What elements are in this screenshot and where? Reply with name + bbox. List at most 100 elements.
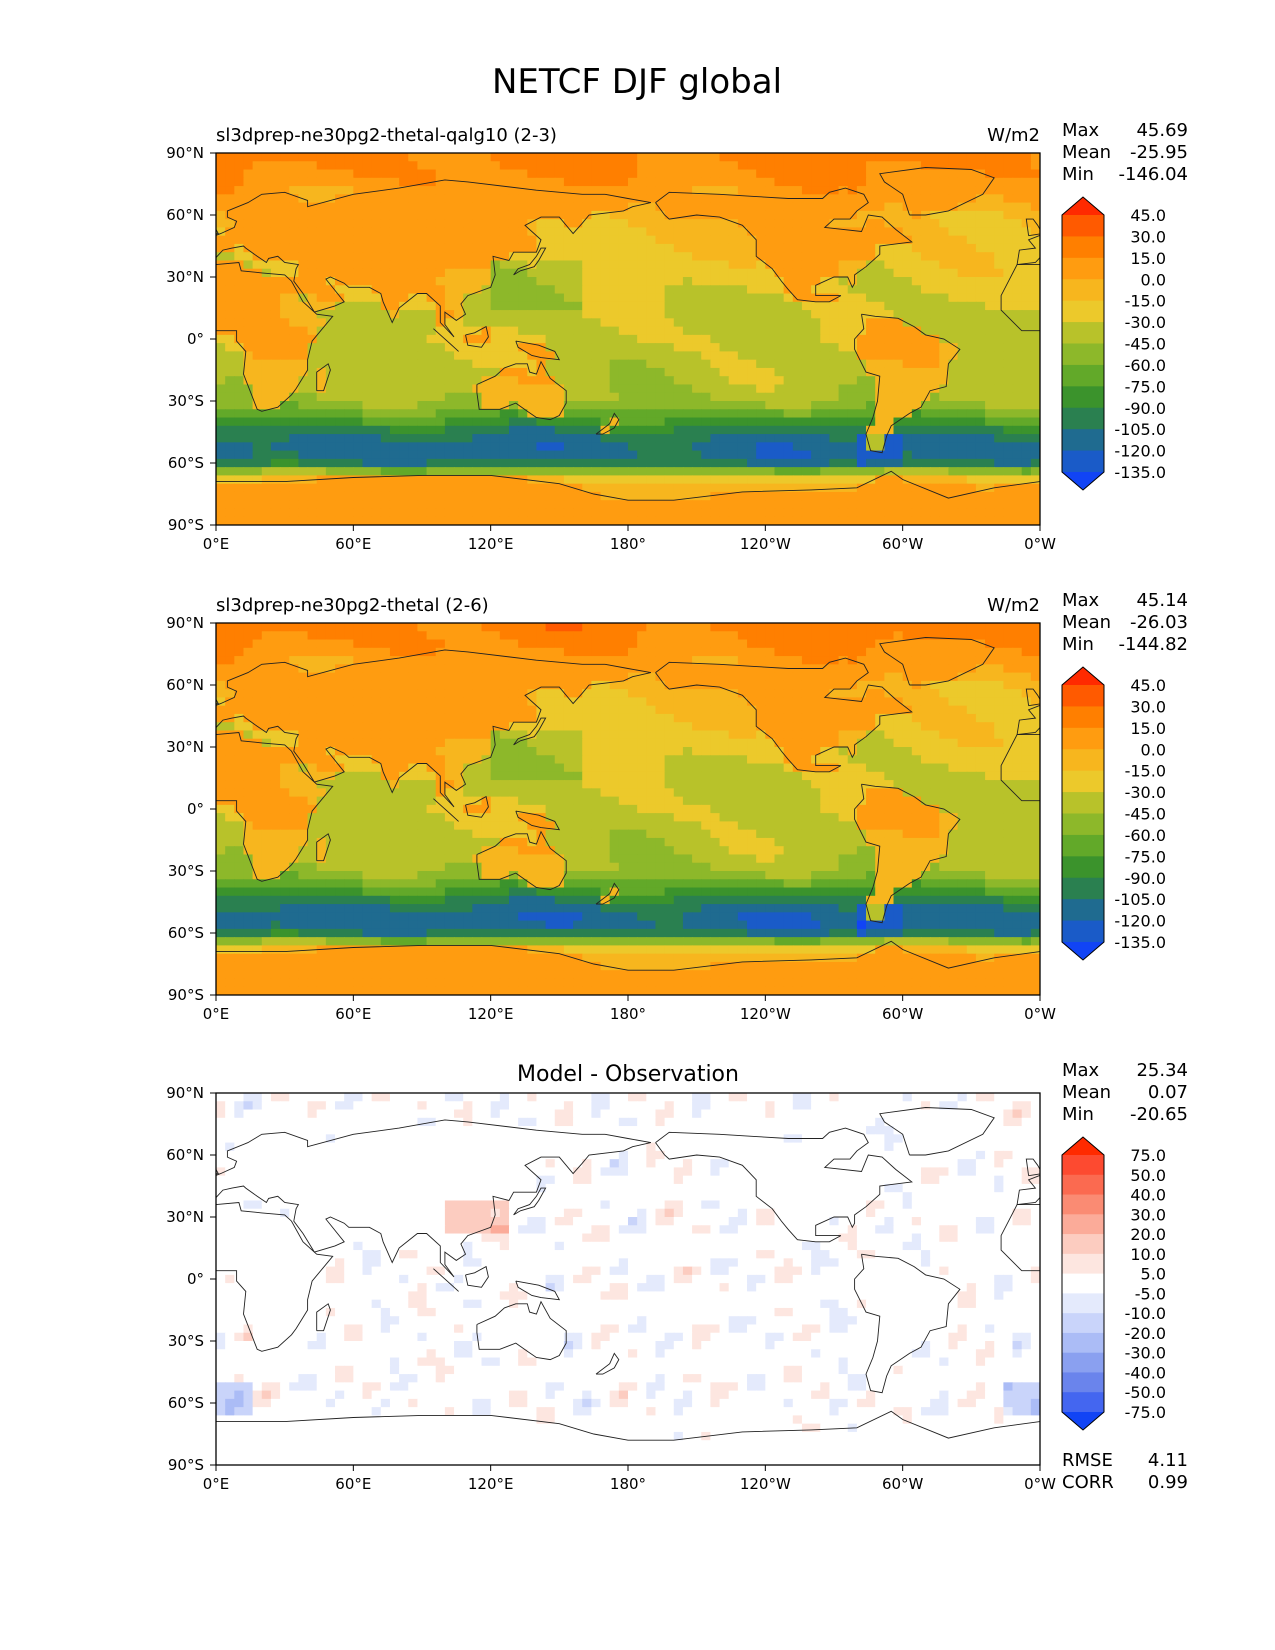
field-cell [518, 260, 528, 270]
field-cell [801, 177, 812, 187]
field-cell [911, 161, 922, 171]
field-cell [545, 639, 556, 649]
field-cell [930, 409, 940, 419]
field-cell [664, 434, 675, 443]
field-cell [985, 235, 995, 245]
field-cell [335, 656, 345, 665]
field-cell [948, 623, 959, 632]
field-cell [994, 475, 1004, 485]
field-cell [920, 491, 931, 501]
field-cell [719, 235, 730, 245]
field-cell [389, 376, 400, 386]
field-cell [435, 680, 446, 690]
field-cell [1003, 680, 1014, 690]
colorbar-label: 45.0 [1130, 206, 1166, 225]
field-cell [911, 169, 922, 179]
field-cell [582, 500, 592, 510]
field-cell [1012, 310, 1023, 319]
field-cell [554, 508, 565, 518]
field-cell [1030, 647, 1040, 657]
field-cell [756, 467, 766, 476]
field-cell [756, 417, 766, 427]
field-cell [545, 631, 556, 641]
field-cell [234, 401, 245, 410]
field-cell [930, 318, 940, 328]
field-cell [298, 186, 309, 195]
field-cell [875, 425, 885, 435]
field-cell [801, 647, 812, 657]
field-cell [838, 475, 849, 485]
field-cell [609, 169, 620, 179]
field-cell [884, 227, 895, 237]
colorbar-label: -135.0 [1114, 463, 1166, 482]
field-cell [573, 318, 583, 328]
field-cell [820, 467, 831, 476]
field-cell [380, 639, 391, 649]
field-cell [454, 450, 464, 460]
field-cell [966, 318, 977, 328]
field-cell [371, 458, 382, 468]
field-cell [508, 409, 519, 419]
field-cell [408, 516, 419, 525]
field-cell [692, 277, 702, 286]
field-cell [417, 235, 428, 245]
field-cell [472, 458, 483, 468]
field-cell [1012, 318, 1023, 328]
field-cell [499, 656, 510, 665]
field-cell [417, 376, 428, 386]
field-cell [417, 639, 428, 649]
field-cell [646, 285, 657, 295]
field-cell [554, 450, 565, 460]
field-cell [426, 442, 437, 452]
field-cell [417, 672, 428, 682]
field-cell [628, 680, 638, 690]
field-cell [701, 359, 711, 369]
field-cell [316, 450, 327, 460]
field-cell [280, 401, 290, 410]
field-cell [637, 169, 647, 179]
field-cell [911, 483, 922, 493]
field-cell [801, 343, 812, 352]
field-cell [563, 442, 574, 452]
field-cell [216, 631, 226, 641]
field-cell [792, 326, 803, 336]
field-cell [573, 401, 583, 410]
field-cell [1021, 450, 1032, 460]
field-cell [646, 318, 657, 328]
field-cell [875, 483, 885, 493]
field-cell [307, 367, 318, 377]
field-cell [756, 450, 766, 460]
field-cell [783, 442, 794, 452]
field-cell [518, 169, 528, 179]
field-cell [353, 301, 364, 311]
field-cell [609, 376, 620, 386]
field-cell [389, 656, 400, 665]
field-cell [344, 334, 354, 344]
field-cell [902, 450, 913, 460]
field-cell [225, 434, 235, 443]
field-cell [225, 301, 235, 311]
field-cell [344, 169, 354, 179]
field-cell [893, 285, 904, 295]
field-cell [408, 425, 419, 435]
field-cell [371, 260, 382, 270]
field-cell [911, 186, 922, 195]
field-cell [463, 260, 473, 270]
field-cell [618, 153, 629, 162]
field-cell [454, 235, 464, 245]
field-cell [1003, 450, 1014, 460]
field-cell [783, 409, 794, 419]
field-cell [985, 491, 995, 501]
field-cell [353, 367, 364, 377]
field-cell [417, 310, 428, 319]
field-cell [682, 326, 693, 336]
field-cell [756, 689, 766, 698]
field-cell [362, 384, 373, 394]
field-cell [893, 326, 904, 336]
field-cell [801, 672, 812, 682]
field-cell [719, 260, 730, 270]
field-cell [664, 227, 675, 237]
field-cell [600, 293, 611, 303]
field-cell [765, 177, 776, 187]
field-cell [490, 434, 501, 443]
